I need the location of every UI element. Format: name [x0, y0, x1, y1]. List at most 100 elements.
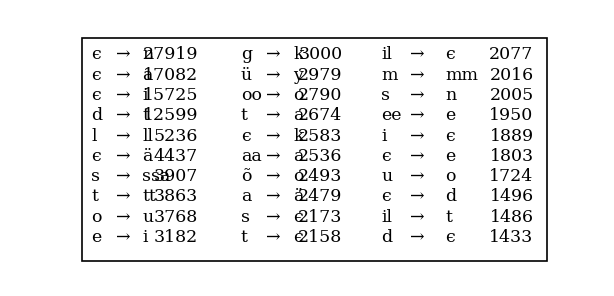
Text: ϵ: ϵ: [381, 188, 391, 205]
Text: 3768: 3768: [154, 209, 198, 226]
Text: 2479: 2479: [298, 188, 342, 205]
Text: →: →: [410, 148, 424, 165]
Text: ssa: ssa: [142, 168, 171, 185]
Text: ϵ: ϵ: [91, 67, 101, 84]
Text: 2077: 2077: [489, 46, 534, 63]
Text: ll: ll: [142, 128, 154, 144]
Text: o: o: [293, 87, 304, 104]
Text: →: →: [116, 87, 131, 104]
Text: y: y: [293, 67, 303, 84]
Text: →: →: [410, 168, 424, 185]
Text: 1496: 1496: [489, 188, 534, 205]
Text: il: il: [381, 209, 392, 226]
Text: 4437: 4437: [154, 148, 198, 165]
Text: 2583: 2583: [298, 128, 342, 144]
Text: →: →: [266, 168, 281, 185]
Text: o: o: [91, 209, 101, 226]
Text: 3000: 3000: [298, 46, 342, 63]
Text: →: →: [410, 87, 424, 104]
Text: →: →: [116, 188, 131, 205]
Text: i: i: [381, 128, 387, 144]
Text: 2979: 2979: [298, 67, 342, 84]
Text: 1889: 1889: [489, 128, 534, 144]
Text: →: →: [116, 148, 131, 165]
Text: ϵ: ϵ: [293, 229, 303, 246]
Text: 2674: 2674: [298, 107, 342, 124]
Text: 5236: 5236: [154, 128, 198, 144]
Text: l: l: [91, 128, 96, 144]
Text: g: g: [241, 46, 252, 63]
Text: 2158: 2158: [298, 229, 342, 246]
Text: ϵ: ϵ: [91, 46, 101, 63]
Text: →: →: [116, 209, 131, 226]
Text: 2493: 2493: [298, 168, 342, 185]
Text: t: t: [241, 229, 248, 246]
Text: 1950: 1950: [489, 107, 534, 124]
Text: 3907: 3907: [154, 168, 198, 185]
Text: ee: ee: [381, 107, 402, 124]
Text: il: il: [381, 46, 392, 63]
Text: →: →: [116, 46, 131, 63]
Text: 2790: 2790: [298, 87, 342, 104]
Text: 2536: 2536: [298, 148, 342, 165]
Text: ϵ: ϵ: [91, 87, 101, 104]
Text: ϵ: ϵ: [241, 128, 251, 144]
Text: a: a: [142, 67, 153, 84]
Text: 3863: 3863: [154, 188, 198, 205]
Text: t: t: [142, 107, 149, 124]
Text: →: →: [410, 128, 424, 144]
Text: →: →: [410, 188, 424, 205]
Text: →: →: [116, 67, 131, 84]
Text: →: →: [266, 67, 281, 84]
Text: 15725: 15725: [142, 87, 198, 104]
Text: →: →: [410, 209, 424, 226]
Text: k: k: [293, 128, 304, 144]
Text: 17082: 17082: [143, 67, 198, 84]
Text: s: s: [241, 209, 250, 226]
Text: 27919: 27919: [142, 46, 198, 63]
Text: →: →: [116, 229, 131, 246]
Text: ü: ü: [241, 67, 252, 84]
Text: s: s: [91, 168, 100, 185]
Text: 1724: 1724: [489, 168, 534, 185]
Text: →: →: [410, 107, 424, 124]
Text: õ: õ: [241, 168, 251, 185]
Text: e: e: [446, 148, 456, 165]
Text: →: →: [266, 128, 281, 144]
Text: i: i: [142, 87, 148, 104]
Text: o: o: [446, 168, 456, 185]
Text: t: t: [91, 188, 98, 205]
Text: s: s: [381, 87, 391, 104]
Text: 3182: 3182: [154, 229, 198, 246]
Text: 2005: 2005: [489, 87, 534, 104]
Text: 1486: 1486: [489, 209, 534, 226]
Text: 1433: 1433: [489, 229, 534, 246]
Text: n: n: [142, 46, 154, 63]
Text: →: →: [410, 67, 424, 84]
Text: →: →: [116, 107, 131, 124]
Text: a: a: [293, 107, 304, 124]
Text: ϵ: ϵ: [293, 209, 303, 226]
Text: a: a: [293, 148, 304, 165]
Text: d: d: [446, 188, 457, 205]
Text: oo: oo: [241, 87, 262, 104]
Text: →: →: [410, 46, 424, 63]
Text: u: u: [142, 209, 154, 226]
Text: 2016: 2016: [489, 67, 534, 84]
Text: ä: ä: [142, 148, 153, 165]
Text: t: t: [446, 209, 453, 226]
Text: d: d: [381, 229, 392, 246]
Text: d: d: [91, 107, 102, 124]
Text: m: m: [381, 67, 398, 84]
Text: ϵ: ϵ: [91, 148, 101, 165]
Text: ϵ: ϵ: [446, 46, 456, 63]
Text: k: k: [293, 46, 304, 63]
Text: →: →: [266, 148, 281, 165]
Text: →: →: [266, 209, 281, 226]
Text: i: i: [142, 229, 148, 246]
Text: 2173: 2173: [298, 209, 342, 226]
Text: →: →: [266, 46, 281, 63]
Text: aa: aa: [241, 148, 262, 165]
Text: e: e: [446, 107, 456, 124]
Text: ϵ: ϵ: [446, 229, 456, 246]
